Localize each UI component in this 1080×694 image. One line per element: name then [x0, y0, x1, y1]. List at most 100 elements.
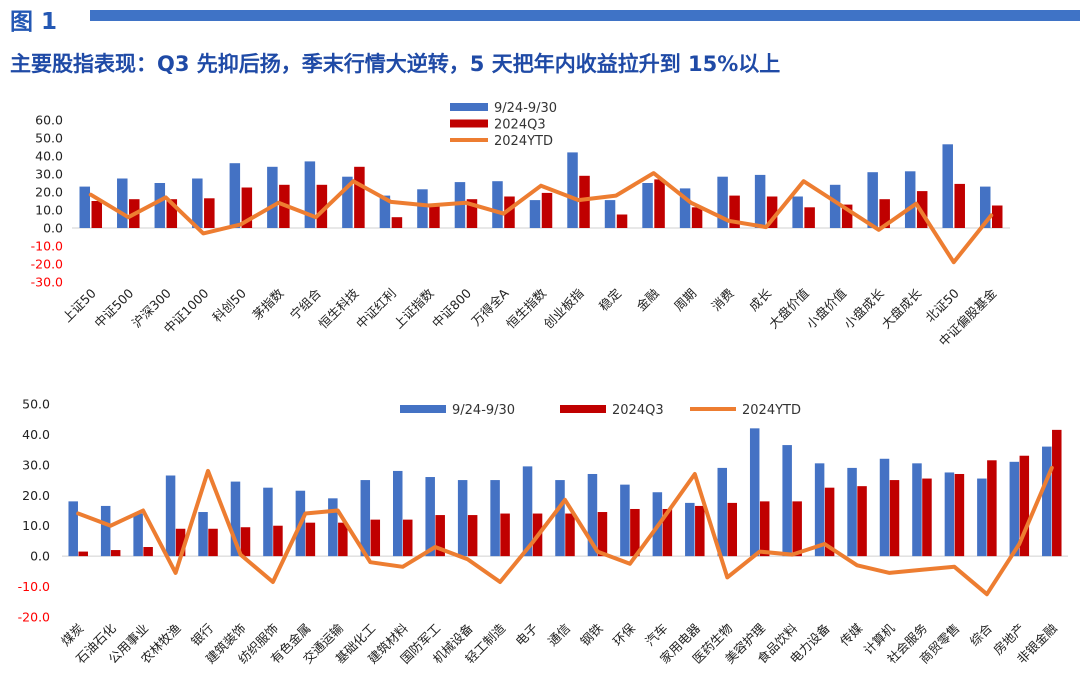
bar-q3-9: [429, 204, 440, 228]
y-tick-label: 40.0: [35, 149, 63, 164]
bar-week-4: [198, 512, 208, 557]
bar-q3-20: [727, 502, 738, 557]
bar-week-27: [944, 472, 955, 557]
bar-q3-3: [204, 198, 215, 228]
y-tick-label: 20.0: [35, 185, 63, 200]
bar-q3-8: [391, 217, 403, 228]
bar-q3-17: [630, 508, 640, 557]
y-tick-label: -10.0: [18, 579, 50, 594]
bar-q3-7: [354, 166, 365, 228]
x-category-label: 恒生科技: [316, 285, 362, 331]
x-category-label: 小盘价值: [803, 286, 849, 332]
x-category-label: 周期: [671, 286, 699, 314]
x-category-label: 小盘成长: [841, 285, 887, 331]
bar-week-24: [979, 186, 991, 228]
bar-q3-19: [804, 207, 815, 228]
y-tick-label: 50.0: [35, 131, 63, 146]
x-category-label: 大盘成长: [878, 285, 924, 331]
bar-q3-8: [338, 522, 348, 557]
legend-label: 2024Q3: [494, 118, 546, 133]
bar-week-23: [942, 144, 953, 228]
bar-q3-26: [922, 478, 932, 557]
y-tick-label: 20.0: [22, 488, 50, 503]
bar-q3-21: [879, 199, 890, 228]
bar-q3-18: [766, 196, 778, 228]
bar-q3-10: [466, 199, 478, 228]
bar-week-18: [754, 174, 766, 228]
bar-week-23: [814, 463, 825, 557]
x-category-label: 成长: [746, 285, 775, 314]
bar-q3-21: [759, 501, 770, 557]
legend-label: 9/24-9/30: [452, 403, 515, 418]
bar-week-19: [792, 196, 803, 228]
bar-q3-7: [305, 522, 316, 557]
bar-q3-30: [1052, 429, 1062, 557]
legend-label: 2024YTD: [742, 403, 801, 418]
bar-week-15: [642, 183, 653, 228]
bar-week-0: [68, 501, 78, 557]
y-tick-label: 0.0: [43, 221, 63, 236]
x-category-label: 中证红利: [353, 286, 399, 332]
x-category-label: 综合: [967, 620, 996, 649]
bar-week-12: [457, 480, 468, 557]
bar-week-6: [263, 487, 273, 557]
bar-week-29: [1009, 461, 1020, 557]
line-ytd: [76, 465, 1054, 597]
x-category-label: 茅指数: [249, 285, 286, 322]
bar-week-2: [154, 183, 166, 228]
bar-q3-20: [841, 204, 853, 228]
bar-q3-0: [78, 551, 88, 557]
x-category-label: 创业板指: [541, 286, 587, 332]
legend-label: 2024YTD: [494, 134, 553, 149]
bar-q3-0: [91, 201, 103, 228]
bar-q3-10: [402, 519, 413, 557]
x-category-label: 环保: [610, 620, 639, 649]
bar-week-16: [679, 188, 691, 228]
bar-q3-4: [241, 187, 253, 228]
y-tick-label: 10.0: [35, 203, 63, 218]
bar-q3-18: [662, 508, 673, 557]
bar-week-21: [749, 428, 760, 557]
bar-week-3: [165, 475, 176, 557]
line-ytd: [88, 171, 994, 265]
y-tick-label: -10.0: [31, 239, 63, 254]
bar-week-9: [360, 480, 371, 557]
title-rule: [90, 10, 1080, 21]
figure-label: 图 1: [10, 9, 58, 35]
bar-q3-11: [435, 515, 445, 557]
bar-week-25: [879, 458, 890, 557]
bar-q3-6: [316, 184, 328, 228]
bar-week-26: [912, 463, 922, 557]
bar-week-17: [717, 176, 728, 228]
bar-q3-12: [467, 515, 478, 557]
legend-swatch-0: [400, 405, 446, 413]
bar-week-20: [717, 467, 728, 557]
y-tick-label: 10.0: [22, 518, 50, 533]
bar-q3-16: [597, 512, 608, 557]
legend-label: 2024Q3: [612, 403, 664, 418]
chart-index-performance: 60.0 50.0 40.0 30.0 20.0 10.0 0.0 -10.0 -20.0 -30…: [31, 101, 1010, 349]
bar-week-7: [342, 176, 353, 228]
bar-q3-15: [654, 179, 665, 228]
bar-week-2: [133, 513, 143, 557]
x-category-label: 钢铁: [577, 620, 606, 649]
bar-week-20: [829, 184, 841, 228]
chart-headline: 主要股指表现：Q3 先抑后扬，季末行情大逆转，5 天把年内收益拉升到 15%以上: [10, 52, 781, 76]
bar-q3-29: [1019, 455, 1030, 557]
x-category-label: 煤炭: [58, 621, 86, 649]
bar-q3-12: [541, 192, 553, 228]
x-category-label: 中证800: [429, 285, 474, 330]
bar-week-14: [604, 200, 616, 228]
x-category-label: 通信: [545, 621, 573, 649]
legend-label: 9/24-9/30: [494, 101, 557, 116]
bar-q3-15: [565, 513, 575, 557]
x-category-label: 汽车: [642, 621, 670, 649]
x-category-label: 科创50: [209, 285, 249, 325]
bar-q3-24: [857, 486, 867, 557]
x-category-label: 中证500: [91, 285, 136, 330]
bar-q3-28: [987, 460, 997, 557]
bar-week-14: [522, 466, 533, 557]
bar-q3-19: [695, 505, 705, 557]
bar-week-11: [492, 181, 503, 228]
bar-week-12: [529, 200, 541, 228]
